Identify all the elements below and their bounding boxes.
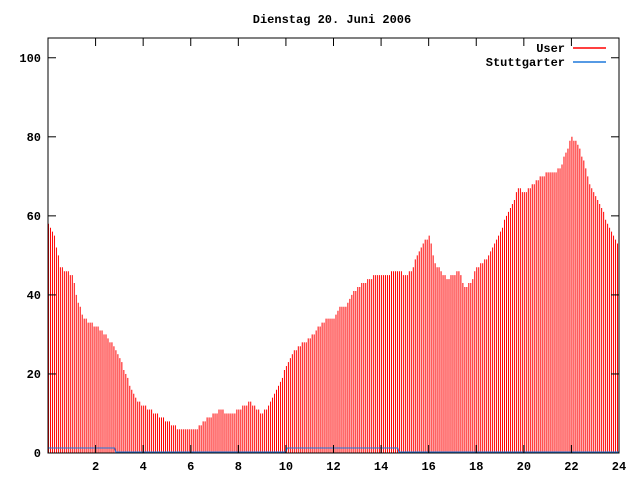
x-tick-label: 18 xyxy=(469,460,483,474)
x-tick-label: 12 xyxy=(326,460,340,474)
y-tick-label: 0 xyxy=(34,447,41,461)
stuttgarter-series xyxy=(48,447,619,453)
user-bars xyxy=(48,136,619,453)
chart-title: Dienstag 20. Juni 2006 xyxy=(253,13,411,27)
y-tick-label: 60 xyxy=(27,210,41,224)
x-tick-label: 10 xyxy=(279,460,293,474)
x-tick-label: 14 xyxy=(374,460,388,474)
x-tick-label: 8 xyxy=(235,460,242,474)
x-tick-label: 4 xyxy=(140,460,147,474)
legend-label-stuttgarter: Stuttgarter xyxy=(486,56,565,70)
legend: User Stuttgarter xyxy=(486,42,606,70)
x-tick-label: 24 xyxy=(612,460,626,474)
x-tick-label: 6 xyxy=(187,460,194,474)
x-tick-label: 22 xyxy=(564,460,578,474)
legend-label-user: User xyxy=(536,42,565,56)
y-tick-label: 100 xyxy=(19,52,41,66)
x-tick-label: 16 xyxy=(421,460,435,474)
x-tick-label: 20 xyxy=(517,460,531,474)
y-tick-label: 40 xyxy=(27,289,41,303)
x-tick-label: 2 xyxy=(92,460,99,474)
y-tick-label: 80 xyxy=(27,131,41,145)
stuttgarter-line xyxy=(48,447,619,453)
y-tick-label: 20 xyxy=(27,368,41,382)
